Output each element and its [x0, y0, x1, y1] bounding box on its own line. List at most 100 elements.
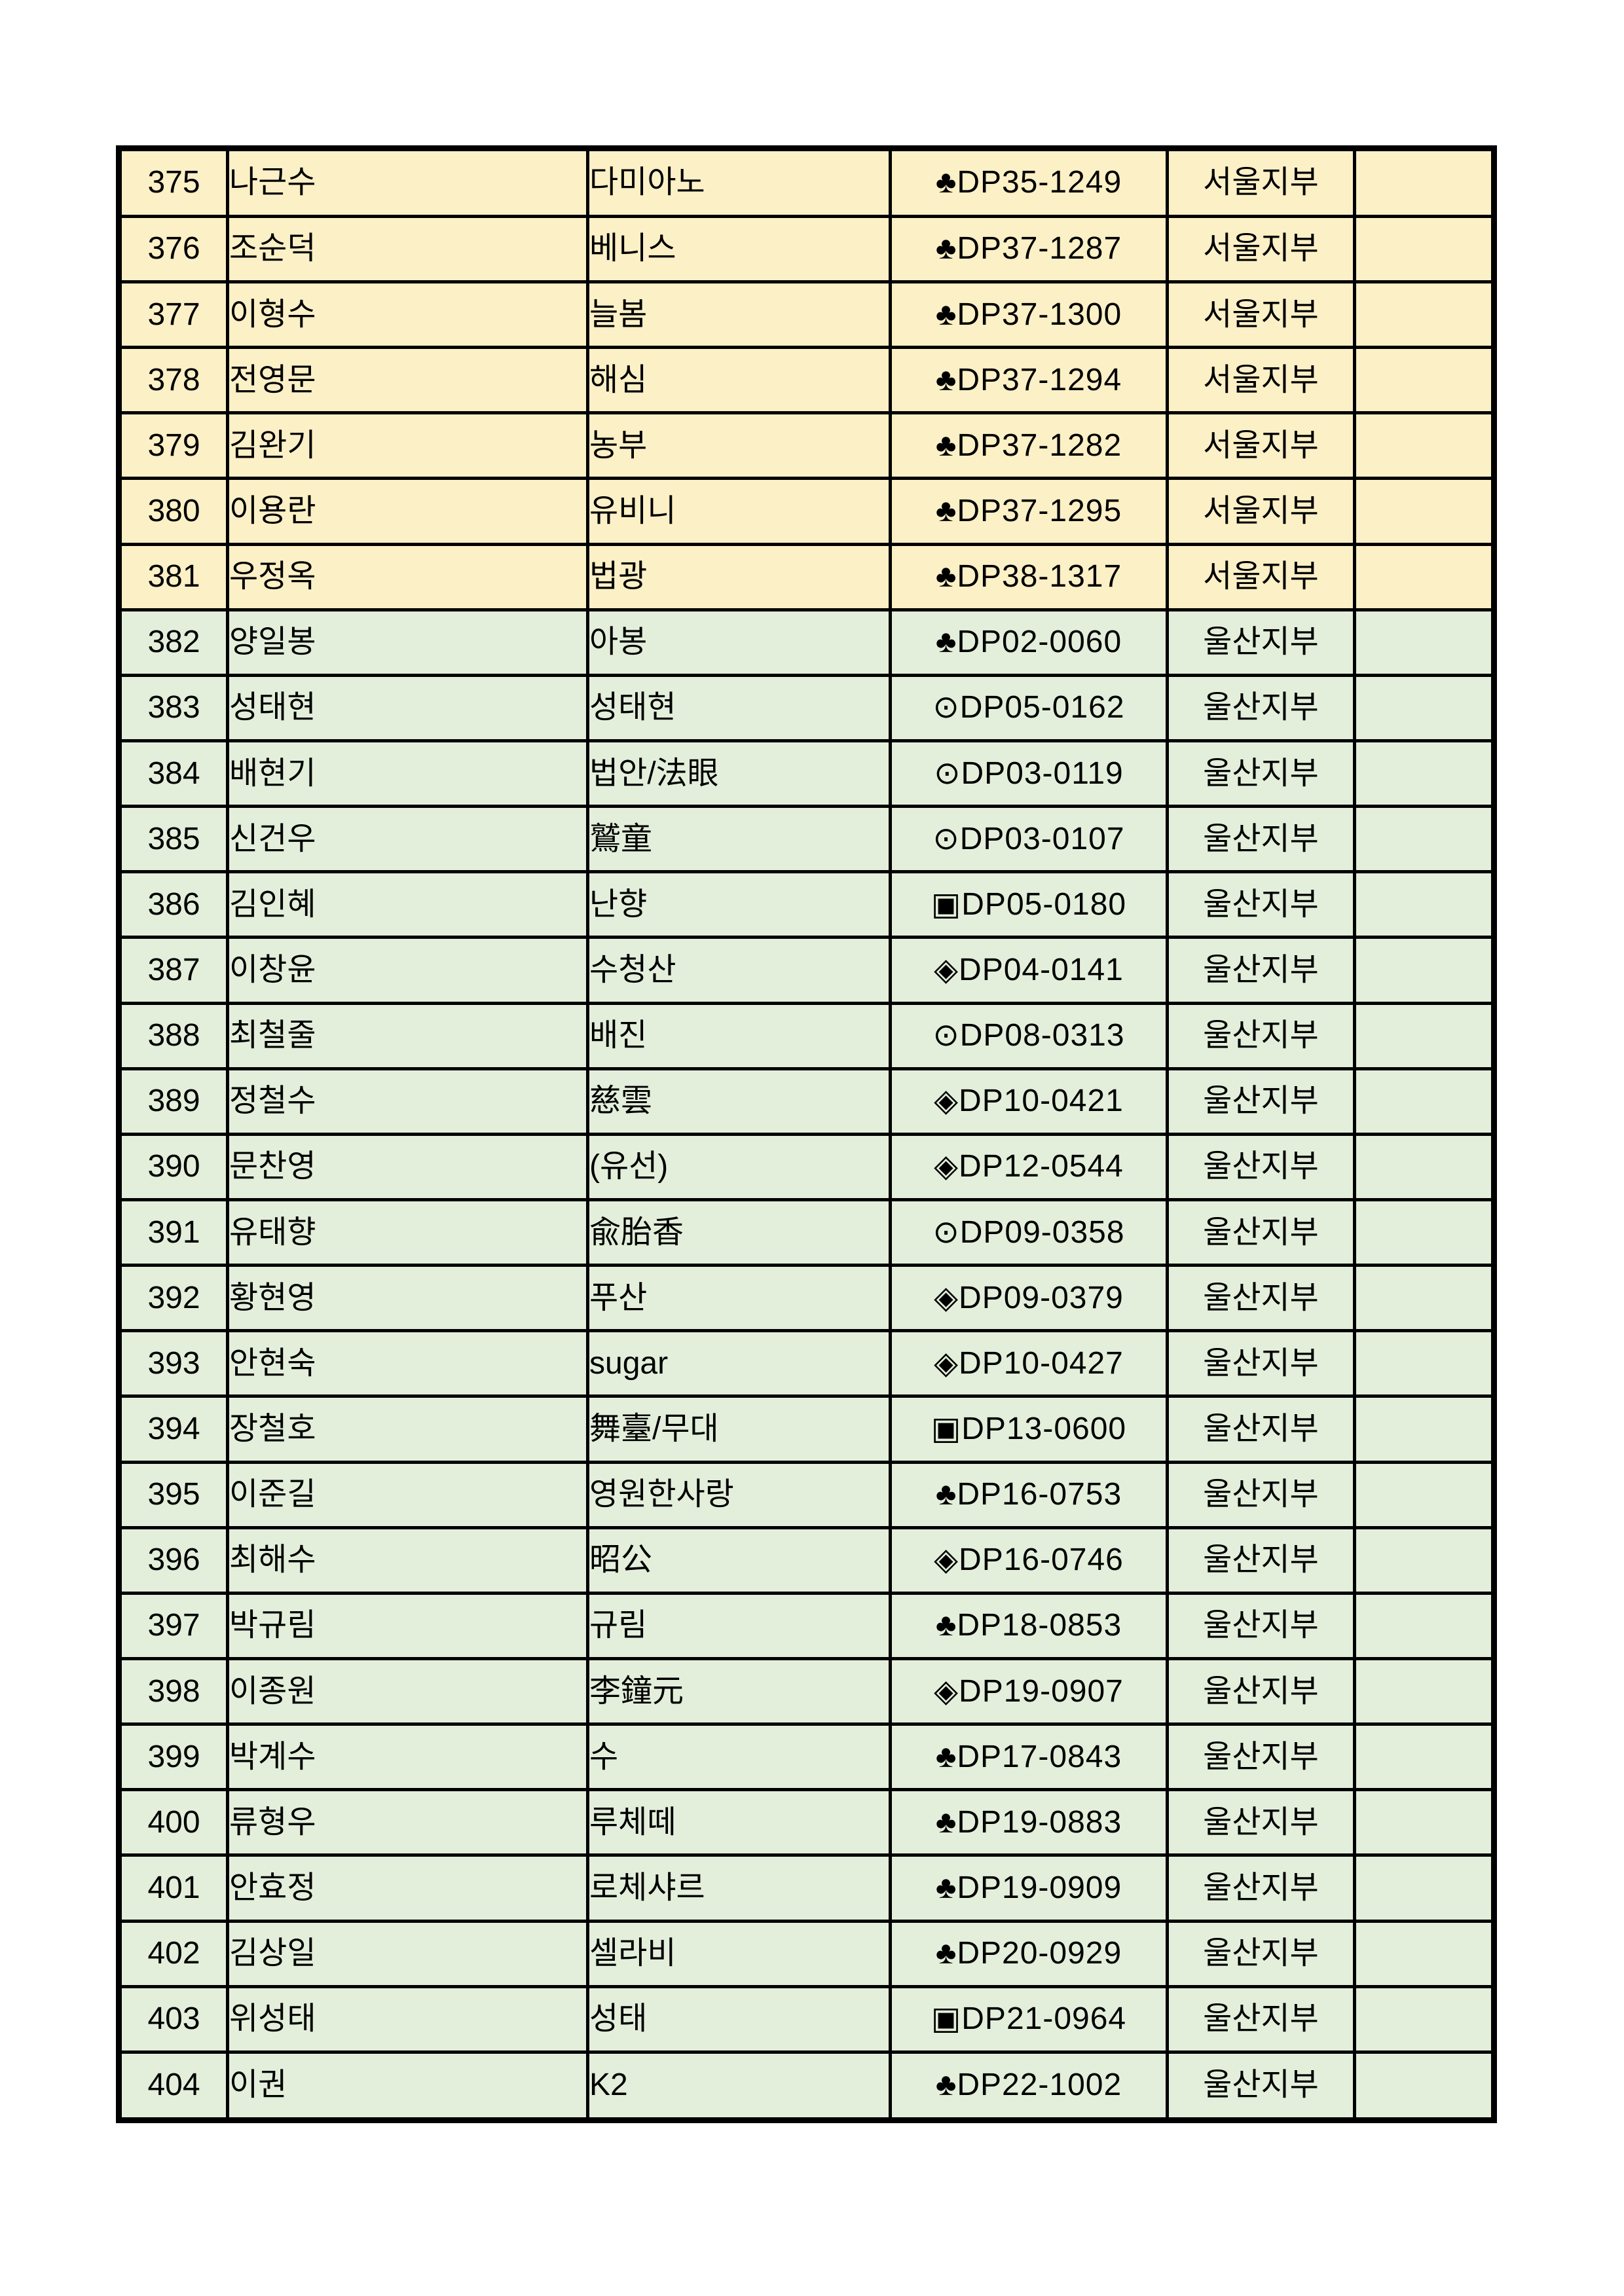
- cell-membership-code: ⊙DP08-0313: [889, 1001, 1169, 1070]
- cell-membership-code: ♣DP22-1002: [889, 2050, 1169, 2123]
- cell-member-name: 이형수: [226, 280, 589, 350]
- cell-pen-name: 다미아노: [586, 147, 892, 218]
- cell-pen-name: 난향: [586, 870, 892, 939]
- cell-member-name: 최철줄: [226, 1001, 589, 1070]
- cell-membership-code: ◈DP16-0746: [889, 1525, 1169, 1595]
- cell-member-number: 377: [117, 280, 229, 350]
- cell-branch: 울산지부: [1166, 1984, 1356, 2054]
- cell-membership-code: ♣DP37-1294: [889, 346, 1169, 415]
- cell-branch: 울산지부: [1166, 1394, 1356, 1464]
- cell-member-name: 박규림: [226, 1591, 589, 1661]
- cell-branch: 울산지부: [1166, 805, 1356, 874]
- cell-note: [1353, 2050, 1496, 2123]
- cell-member-number: 396: [117, 1525, 229, 1595]
- cell-member-name: 문찬영: [226, 1132, 589, 1202]
- table-row: 386 김인혜 난향 ▣DP05-0180 울산지부: [117, 870, 1496, 939]
- cell-branch: 울산지부: [1166, 1001, 1356, 1070]
- table-row: 399 박계수 수 ♣DP17-0843 울산지부: [117, 1722, 1496, 1792]
- cell-member-number: 394: [117, 1394, 229, 1464]
- cell-member-name: 전영문: [226, 346, 589, 415]
- cell-membership-code: ◈DP12-0544: [889, 1132, 1169, 1202]
- cell-pen-name: 농부: [586, 411, 892, 481]
- cell-member-name: 이종원: [226, 1657, 589, 1726]
- cell-member-number: 391: [117, 1198, 229, 1267]
- table-row: 394 장철호 舞臺/무대 ▣DP13-0600 울산지부: [117, 1394, 1496, 1464]
- cell-member-number: 400: [117, 1788, 229, 1857]
- cell-note: [1353, 1132, 1496, 1202]
- cell-member-number: 379: [117, 411, 229, 481]
- cell-note: [1353, 673, 1496, 743]
- cell-member-name: 신건우: [226, 805, 589, 874]
- cell-member-name: 류형우: [226, 1788, 589, 1857]
- cell-member-name: 위성태: [226, 1984, 589, 2054]
- cell-pen-name: 鷲童: [586, 805, 892, 874]
- cell-pen-name: 慈雲: [586, 1066, 892, 1136]
- table-row: 396 최해수 昭公 ◈DP16-0746 울산지부: [117, 1525, 1496, 1595]
- cell-branch: 울산지부: [1166, 739, 1356, 809]
- cell-member-name: 장철호: [226, 1394, 589, 1464]
- cell-note: [1353, 936, 1496, 1005]
- cell-member-number: 401: [117, 1853, 229, 1923]
- cell-pen-name: sugar: [586, 1329, 892, 1398]
- cell-note: [1353, 477, 1496, 546]
- cell-pen-name: 수청산: [586, 936, 892, 1005]
- cell-pen-name: 昭公: [586, 1525, 892, 1595]
- cell-membership-code: ⊙DP03-0107: [889, 805, 1169, 874]
- table-row: 379 김완기 농부 ♣DP37-1282 서울지부: [117, 411, 1496, 481]
- cell-note: [1353, 346, 1496, 415]
- cell-member-number: 381: [117, 542, 229, 611]
- table-row: 395 이준길 영원한사랑 ♣DP16-0753 울산지부: [117, 1460, 1496, 1529]
- cell-pen-name: 李鐘元: [586, 1657, 892, 1726]
- member-roster-table: 375 나근수 다미아노 ♣DP35-1249 서울지부 376 조순덕 베니스 ♣DP37-1…: [116, 145, 1497, 2123]
- cell-membership-code: ♣DP38-1317: [889, 542, 1169, 611]
- table-row: 375 나근수 다미아노 ♣DP35-1249 서울지부: [117, 147, 1496, 218]
- cell-member-name: 이권: [226, 2050, 589, 2123]
- cell-member-number: 393: [117, 1329, 229, 1398]
- cell-member-number: 399: [117, 1722, 229, 1792]
- cell-branch: 서울지부: [1166, 214, 1356, 284]
- cell-note: [1353, 1591, 1496, 1661]
- table-row: 376 조순덕 베니스 ♣DP37-1287 서울지부: [117, 214, 1496, 284]
- cell-branch: 울산지부: [1166, 1264, 1356, 1333]
- cell-branch: 울산지부: [1166, 608, 1356, 677]
- cell-membership-code: ♣DP19-0909: [889, 1853, 1169, 1923]
- table-row: 377 이형수 늘봄 ♣DP37-1300 서울지부: [117, 280, 1496, 350]
- cell-pen-name: 兪胎香: [586, 1198, 892, 1267]
- cell-note: [1353, 739, 1496, 809]
- cell-pen-name: 유비니: [586, 477, 892, 546]
- cell-note: [1353, 1001, 1496, 1070]
- cell-membership-code: ▣DP21-0964: [889, 1984, 1169, 2054]
- cell-member-number: 378: [117, 346, 229, 415]
- cell-note: [1353, 147, 1496, 218]
- cell-membership-code: ⊙DP05-0162: [889, 673, 1169, 743]
- cell-note: [1353, 280, 1496, 350]
- cell-membership-code: ◈DP19-0907: [889, 1657, 1169, 1726]
- cell-member-number: 402: [117, 1919, 229, 1988]
- cell-member-number: 395: [117, 1460, 229, 1529]
- cell-pen-name: 배진: [586, 1001, 892, 1070]
- table-row: 380 이용란 유비니 ♣DP37-1295 서울지부: [117, 477, 1496, 546]
- table-row: 397 박규림 규림 ♣DP18-0853 울산지부: [117, 1591, 1496, 1661]
- cell-member-name: 황현영: [226, 1264, 589, 1333]
- cell-membership-code: ♣DP37-1282: [889, 411, 1169, 481]
- cell-member-number: 398: [117, 1657, 229, 1726]
- cell-pen-name: 해심: [586, 346, 892, 415]
- cell-member-name: 성태현: [226, 673, 589, 743]
- cell-note: [1353, 1722, 1496, 1792]
- cell-member-number: 390: [117, 1132, 229, 1202]
- cell-branch: 서울지부: [1166, 280, 1356, 350]
- cell-pen-name: 셀라비: [586, 1919, 892, 1988]
- table-row: 387 이창윤 수청산 ◈DP04-0141 울산지부: [117, 936, 1496, 1005]
- cell-note: [1353, 1984, 1496, 2054]
- cell-member-number: 380: [117, 477, 229, 546]
- cell-note: [1353, 1460, 1496, 1529]
- cell-branch: 울산지부: [1166, 1460, 1356, 1529]
- cell-member-name: 김상일: [226, 1919, 589, 1988]
- cell-member-name: 이창윤: [226, 936, 589, 1005]
- cell-branch: 울산지부: [1166, 1657, 1356, 1726]
- cell-membership-code: ♣DP37-1300: [889, 280, 1169, 350]
- cell-note: [1353, 1394, 1496, 1464]
- cell-member-name: 이용란: [226, 477, 589, 546]
- table-row: 381 우정옥 법광 ♣DP38-1317 서울지부: [117, 542, 1496, 611]
